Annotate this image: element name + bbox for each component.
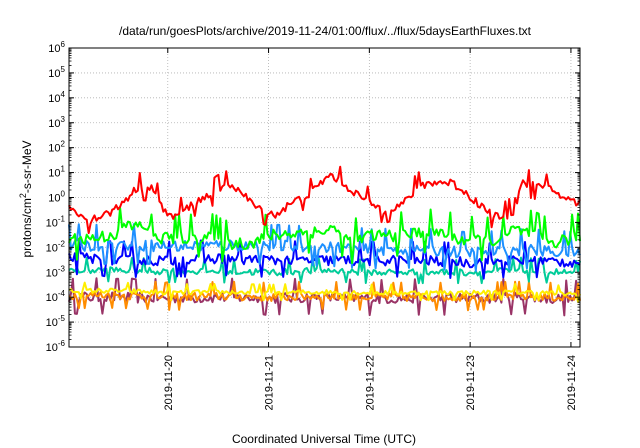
y-tick-base: 10: [48, 68, 60, 80]
y-tick-exp: 3: [61, 115, 66, 124]
y-tick-exp: 1: [61, 165, 66, 174]
y-tick-base: 10: [46, 292, 58, 304]
series-line: [68, 238, 581, 280]
y-tick-base: 10: [46, 317, 58, 329]
y-axis-label-sup: 2: [18, 193, 28, 198]
y-tick-base: 10: [46, 342, 58, 354]
y-tick-label: 10-2: [46, 239, 66, 254]
x-axis-ticks: 2019-11-20 2019-11-21 2019-11-22 2019-11-23…: [163, 48, 578, 410]
y-tick-label: 101: [48, 165, 65, 180]
y-tick-exp: 0: [61, 190, 66, 199]
series-layer: [68, 165, 581, 317]
x-tick-label: 2019-11-22: [364, 355, 376, 410]
y-tick-base: 10: [48, 43, 60, 55]
y-tick-exp: -6: [58, 339, 66, 348]
y-tick-exp: -5: [58, 314, 66, 323]
y-tick-label: 10-1: [46, 214, 66, 229]
series-line: [68, 165, 581, 235]
series-line: [68, 281, 581, 303]
y-tick-base: 10: [48, 143, 60, 155]
y-tick-label: 106: [48, 40, 65, 55]
y-tick-label: 10-4: [46, 289, 66, 304]
y-tick-label: 10-3: [46, 264, 66, 279]
y-axis-ticks: 10-610-510-410-310-210-11001011021031041…: [46, 40, 580, 354]
chart-title: /data/run/goesPlots/archive/2019-11-24/0…: [119, 24, 532, 38]
y-tick-label: 10-5: [46, 314, 66, 329]
y-tick-label: 104: [48, 90, 65, 105]
y-tick-label: 102: [48, 140, 65, 155]
y-tick-base: 10: [46, 217, 58, 229]
y-tick-exp: 5: [61, 65, 66, 74]
y-tick-base: 10: [48, 118, 60, 130]
series-line: [68, 223, 581, 272]
y-tick-base: 10: [46, 267, 58, 279]
y-tick-base: 10: [48, 168, 60, 180]
y-tick-base: 10: [48, 93, 60, 105]
y-tick-exp: 4: [61, 90, 66, 99]
x-tick-label: 2019-11-23: [465, 355, 477, 410]
x-tick-label: 2019-11-24: [566, 355, 578, 410]
y-tick-base: 10: [48, 193, 60, 205]
y-tick-exp: 6: [61, 40, 66, 49]
series-line: [68, 206, 581, 265]
y-axis-label-rest: -s-sr-MeV: [20, 140, 34, 193]
y-axis-label-base: protons/cm: [20, 198, 34, 257]
x-axis-label: Coordinated Universal Time (UTC): [232, 432, 416, 446]
y-tick-label: 105: [48, 65, 65, 80]
y-tick-exp: -2: [58, 239, 66, 248]
y-tick-exp: -3: [58, 264, 66, 273]
y-tick-label: 103: [48, 115, 65, 130]
y-tick-exp: -4: [58, 289, 66, 298]
y-axis-label: protons/cm2-s-sr-MeV: [18, 140, 34, 257]
y-tick-base: 10: [46, 242, 58, 254]
x-tick-label: 2019-11-21: [264, 355, 276, 410]
y-tick-label: 10-6: [46, 339, 66, 354]
y-tick-label: 100: [48, 190, 65, 205]
y-tick-exp: 2: [61, 140, 66, 149]
y-tick-exp: -1: [58, 214, 66, 223]
x-tick-label: 2019-11-20: [163, 355, 175, 410]
